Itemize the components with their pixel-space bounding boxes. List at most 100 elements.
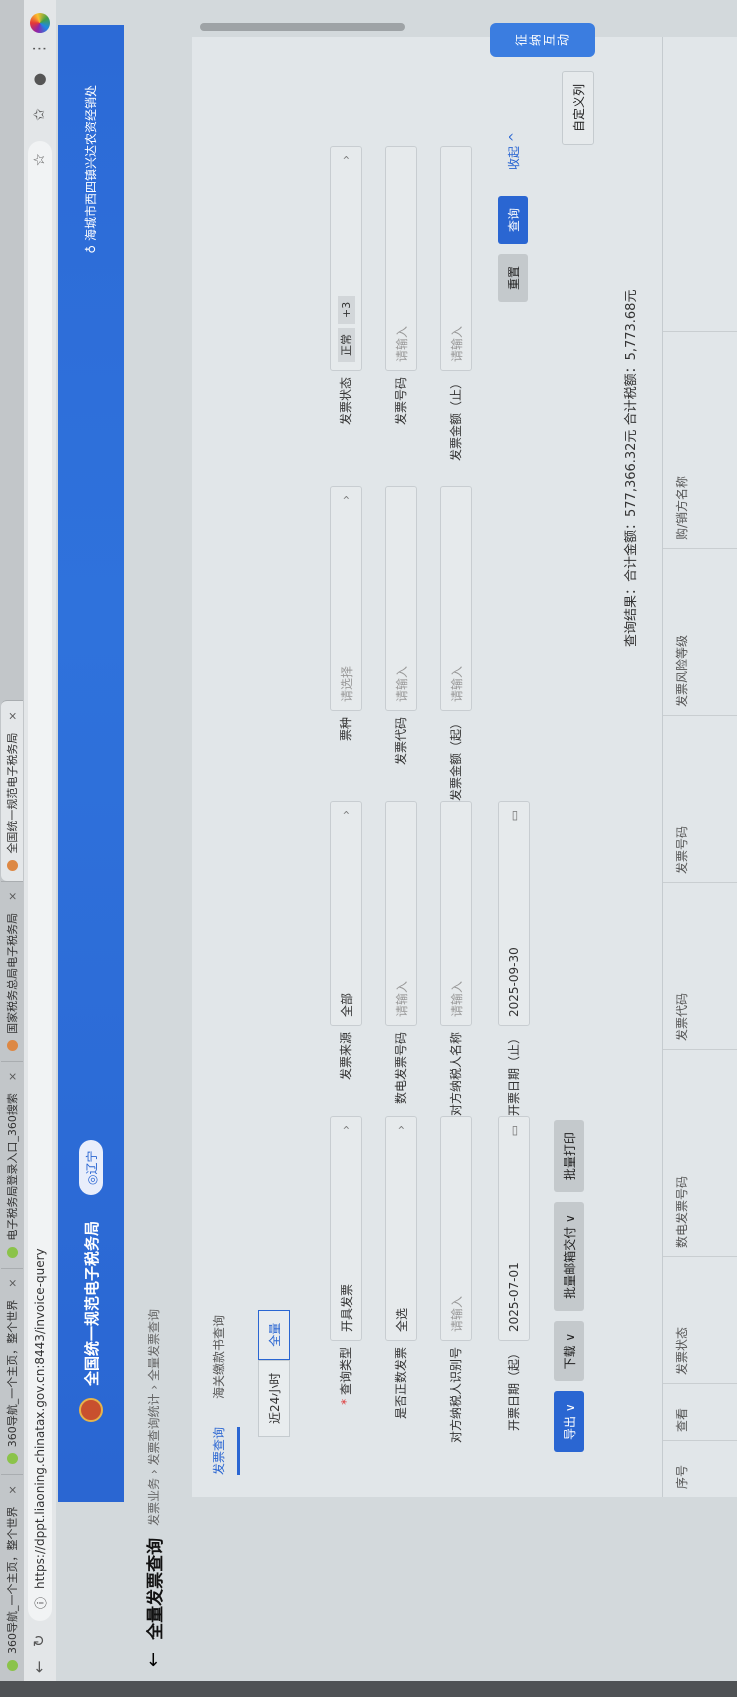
tab-invoice-query[interactable]: 发票查询 [210,1426,240,1475]
browser-logo-icon [30,13,50,33]
field-label-text: 发票状态 [339,377,353,426]
tab-customs-query[interactable]: 海关缴款书查询 [212,1314,226,1399]
field-label-text: 发票号码 [394,377,408,426]
field-label-text: 数电发票号码 [394,1032,408,1105]
field-label-text: 是否正数发票 [394,1347,408,1420]
select-field[interactable]: 请选择 › [330,486,362,711]
field-placeholder: 请输入 [449,665,464,702]
browser-tab[interactable]: 电子税务局登录入口_360搜索 × [1,1060,23,1268]
field-label-text: 发票金额（起） [449,717,463,802]
field-label: 开票日期（止） [498,1032,530,1152]
field-label: 发票来源 [330,1032,362,1152]
company-info[interactable]: ♁ 海城市西四镇兴达农资经销处 [82,85,99,254]
table-header: 序号 查看 发票状态 数电发票号码 发票代码 发票号码 发票风险等级 购/销方名称 [662,37,737,1497]
browser-tab[interactable]: 国家税务总局电子税务局 × [1,880,23,1061]
close-icon[interactable]: × [5,1071,19,1082]
collapse-link[interactable]: 收起 ^ [506,132,521,170]
tag-list: 正常 +3 [338,292,355,362]
site-brand: 全国统一规范电子税务局 [82,1220,101,1386]
close-icon[interactable]: × [5,1485,19,1495]
breadcrumb: 发票业务 › 发票查询统计 › 全量发票查询 [146,1308,161,1526]
date-picker[interactable]: 2025-09-30 ▭ [498,801,530,1026]
toolbar: 导出 ∨ 下载 ∨ 批量邮箱交付 ∨ 批量打印 [554,1120,584,1452]
menu-icon[interactable]: ⋮ [30,41,48,56]
url-text: https://dppt.liaoning.chinatax.gov.cn:84… [33,1248,47,1589]
column-header[interactable]: 序号 [663,1440,737,1497]
url-field[interactable]: ⓘ https://dppt.liaoning.chinatax.gov.cn:… [28,141,52,1621]
field-value: 2025-07-01 [507,1262,521,1332]
download-button[interactable]: 下载 ∨ [554,1320,584,1382]
status-tag[interactable]: 正常 [338,328,355,362]
field-placeholder: 请选择 [339,665,354,702]
field-placeholder: 请输入 [394,665,409,702]
tab-favicon-icon [6,1453,18,1465]
reload-icon[interactable]: ↻ [30,1634,48,1647]
column-header[interactable]: 发票状态 [663,1256,737,1383]
tab-title: 全国统一规范电子税务局 [6,732,19,854]
field-label-text: 发票代码 [394,717,408,766]
column-header[interactable]: 发票号码 [663,715,737,882]
star-icon[interactable]: ☆ [30,153,48,167]
brand-row: 全国统一规范电子税务局 ◎辽宁 [78,1140,104,1422]
float-label: 征纳互动 [514,33,571,48]
tax-emblem-icon [79,1398,103,1422]
batch-print-button[interactable]: 批量打印 [554,1120,584,1193]
browser-tab-active[interactable]: 全国统一规范电子税务局 × [1,700,23,881]
field-label: 发票号码 [385,377,417,497]
browser-tab[interactable]: 360导航_一个主页，整个世界 × [1,1267,23,1475]
avatar-icon[interactable]: ● [30,72,48,86]
text-input[interactable]: 请输入 [385,146,417,371]
close-icon[interactable]: × [5,711,19,721]
close-icon[interactable]: × [5,891,19,901]
site-info-icon[interactable]: ⓘ [33,1596,48,1609]
chevron-down-icon: › [339,155,353,160]
query-card: 发票查询 海关缴款书查询 近24小时 全量 * 查询类型 开具发票 › 发票来源 全部 ›… [192,37,737,1497]
back-icon[interactable]: ← [30,1660,48,1673]
tab-favicon-icon [6,1039,18,1051]
scrollbar[interactable] [200,23,405,31]
column-header[interactable]: 购/销方名称 [663,331,737,548]
region-selector[interactable]: ◎辽宁 [79,1140,103,1195]
tab-title: 360导航_一个主页，整个世界 [6,1299,19,1448]
status-tag[interactable]: +3 [338,295,355,324]
browser-tab-strip: 360导航_一个主页，整个世界 × 360导航_一个主页，整个世界 × 电子税务局登… [0,0,24,1681]
tab-favicon-icon [6,1246,18,1258]
custom-columns-button[interactable]: 自定义列 [562,70,594,145]
column-header[interactable]: 数电发票号码 [663,1049,737,1256]
field-label-text: 对方纳税人识别号 [449,1347,463,1444]
tab-title: 电子税务局登录入口_360搜索 [6,1093,19,1241]
close-icon[interactable]: × [5,1278,19,1288]
favorites-icon[interactable]: ✩ [30,108,48,121]
reset-button[interactable]: 重置 [498,253,528,302]
text-input[interactable]: 请输入 [440,146,472,371]
field-label-text: 对方纳税人名称 [449,1032,463,1117]
user-icon: ♁ [84,241,98,254]
column-header[interactable]: 发票风险等级 [663,548,737,715]
field-label-text: 发票来源 [339,1032,353,1081]
breadcrumb-item[interactable]: 发票查询统计 [146,1393,161,1466]
back-arrow-icon[interactable]: ← [142,1651,164,1667]
address-bar-row: ← ↻ ⓘ https://dppt.liaoning.chinatax.gov… [24,0,56,1681]
field-value: 开具发票 [339,1283,354,1332]
batch-email-button[interactable]: 批量邮箱交付 ∨ [554,1202,584,1311]
column-header[interactable]: 发票代码 [663,882,737,1049]
field-value: 2025-09-30 [507,947,521,1017]
export-button[interactable]: 导出 ∨ [554,1391,584,1452]
breadcrumb-item: 全量发票查询 [146,1308,161,1381]
field-label: * 查询类型 [330,1347,362,1467]
interaction-float-button[interactable]: 征纳互动 [490,23,595,57]
monitor-bezel [0,1681,737,1697]
range-all-button[interactable]: 全量 [258,1309,290,1360]
column-header[interactable]: 查看 [663,1383,737,1440]
text-input[interactable]: 请输入 [440,486,472,711]
text-input[interactable]: 请输入 [385,486,417,711]
search-button[interactable]: 查询 [498,195,528,244]
range-24h-button[interactable]: 近24小时 [258,1359,290,1437]
breadcrumb-item[interactable]: 发票业务 [146,1477,161,1526]
select-field[interactable]: 正常 +3 › [330,146,362,371]
tab-title: 国家税务总局电子税务局 [6,912,19,1034]
tab-title: 360导航_一个主页，整个世界 [6,1506,19,1655]
quick-range: 近24小时 全量 [258,1309,290,1437]
browser-tab[interactable]: 360导航_一个主页，整个世界 × [1,1474,23,1681]
field-label: 发票金额（止） [440,377,472,497]
